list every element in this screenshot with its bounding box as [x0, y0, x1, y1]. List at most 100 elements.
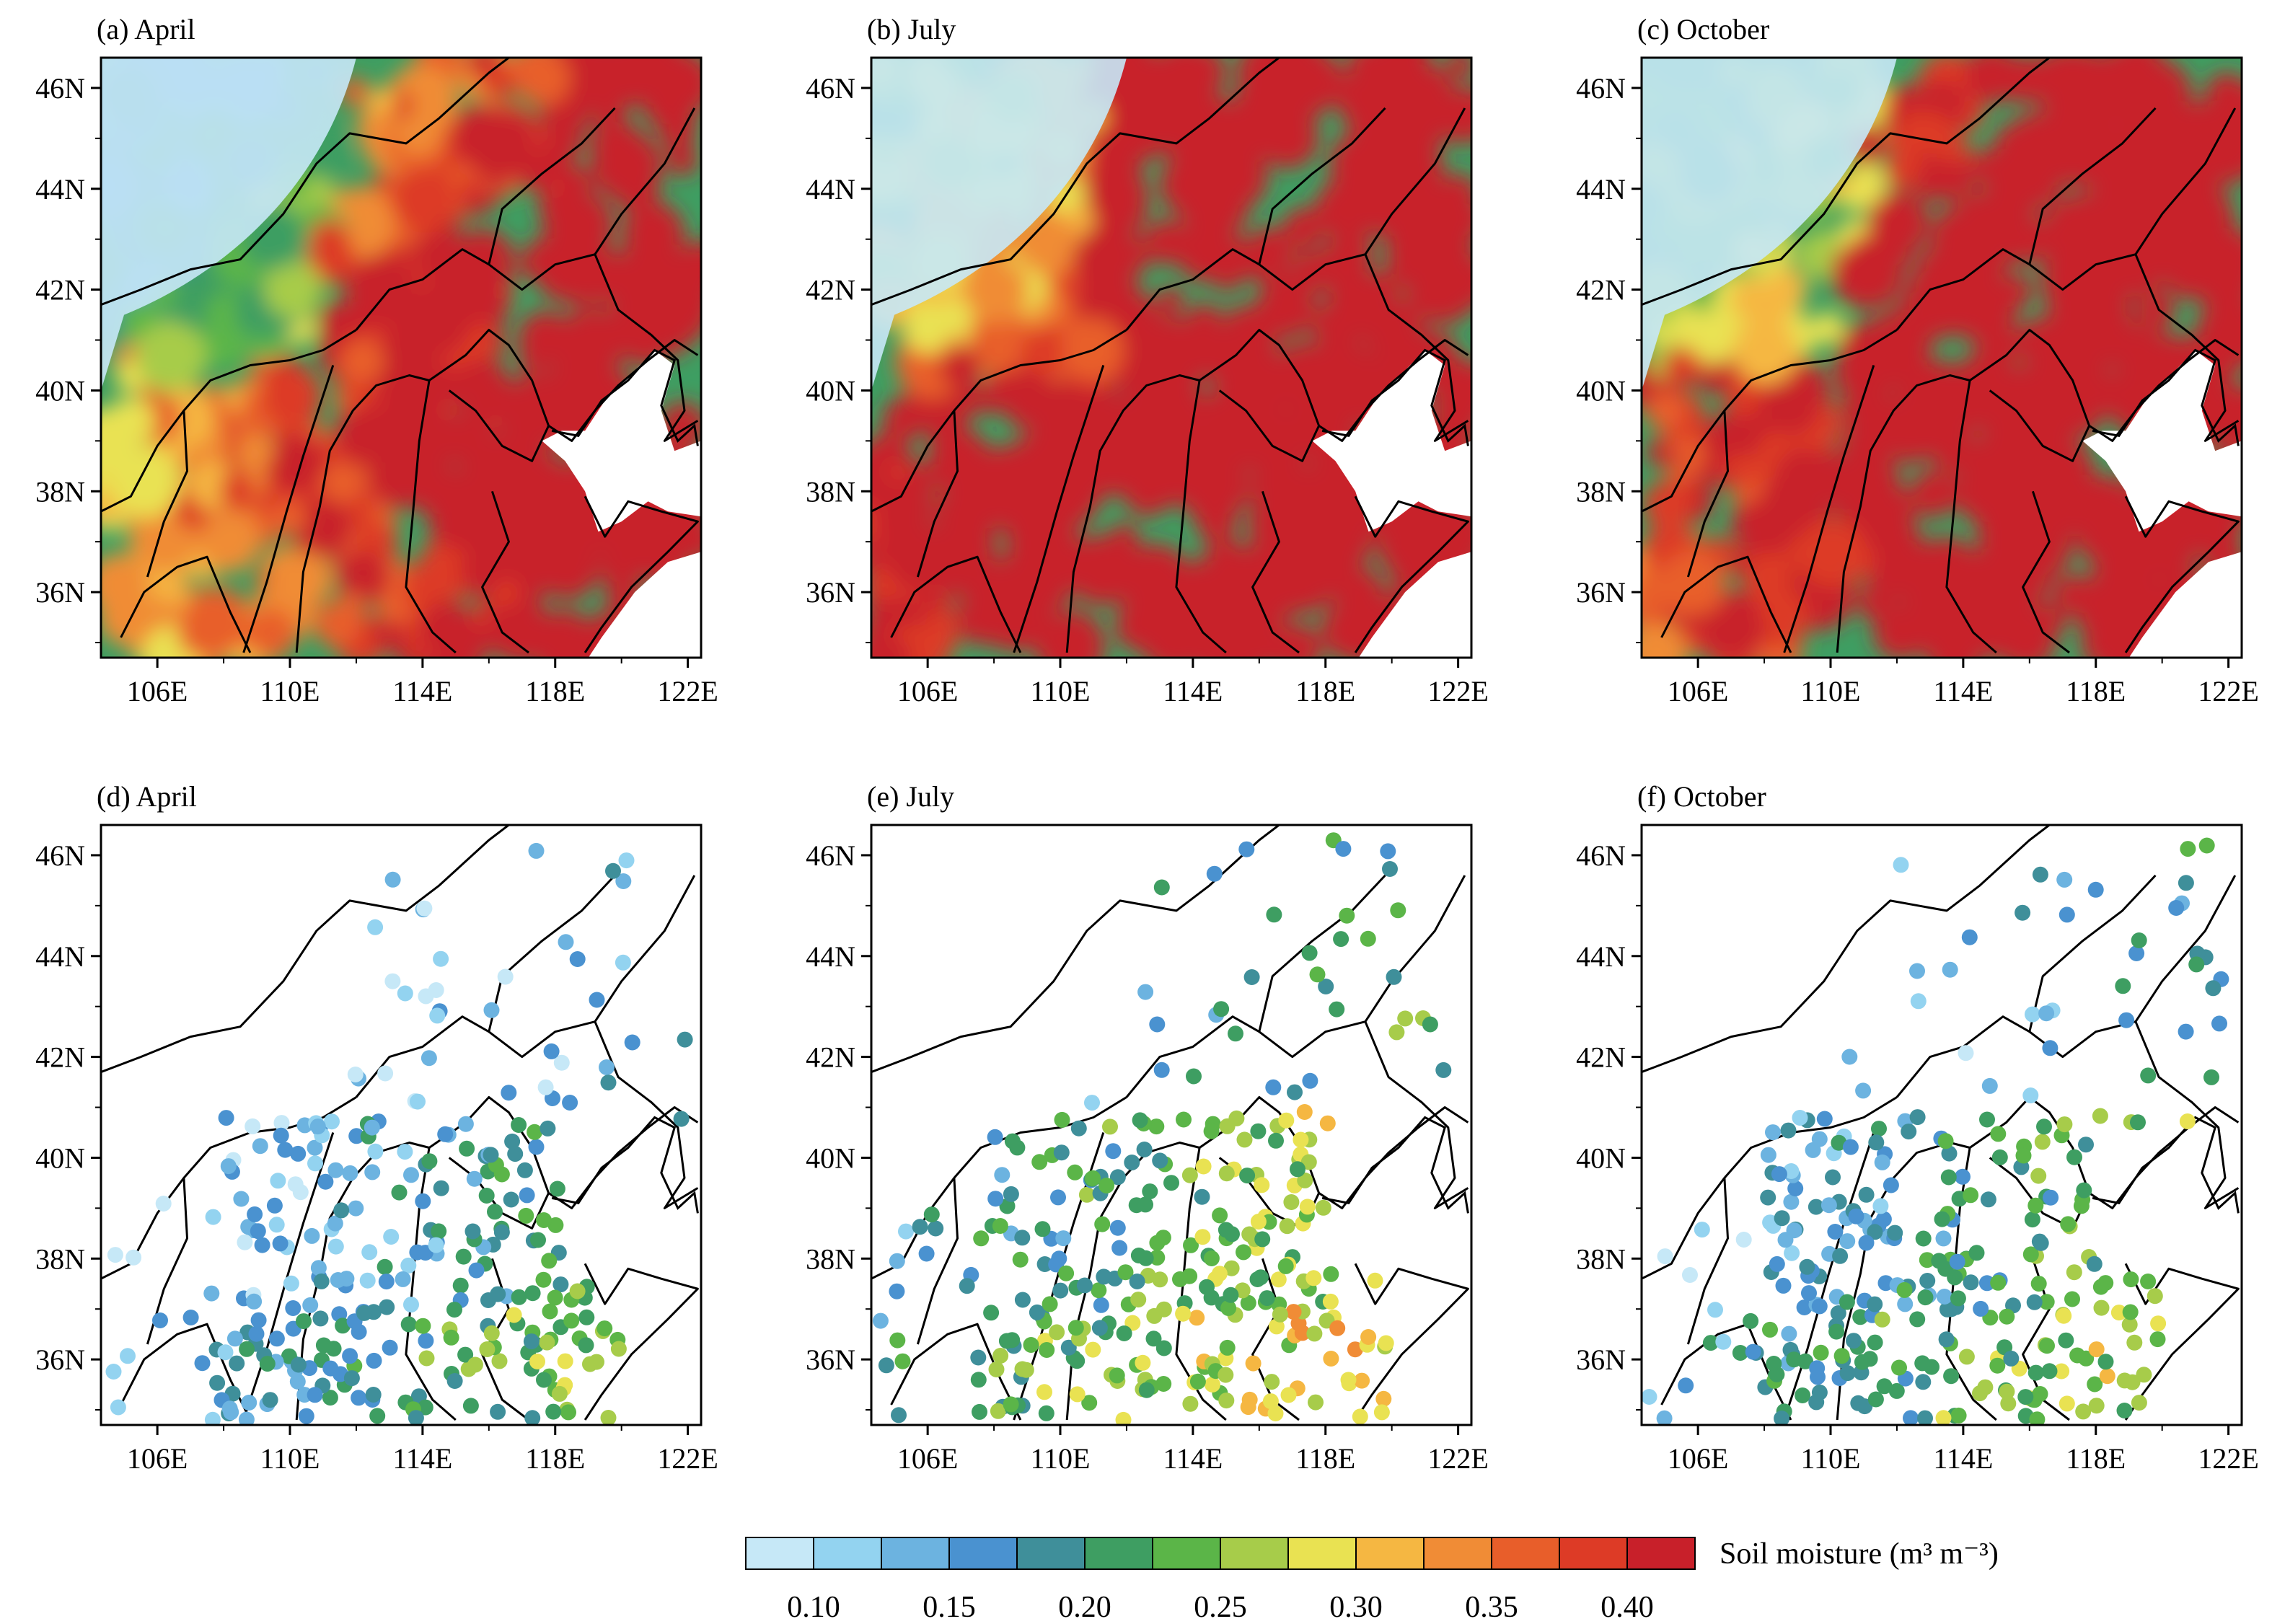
station-dot [999, 1198, 1016, 1214]
station-dot [518, 1207, 534, 1224]
station-dot [348, 1128, 365, 1144]
field-cell [480, 63, 516, 99]
border-line [1836, 374, 1971, 653]
lat-tick-label: 36N [806, 1343, 855, 1376]
field-cell [1724, 375, 1765, 416]
station-dot [600, 1074, 617, 1091]
field-cell [1910, 469, 1958, 518]
field-cell [1256, 518, 1292, 555]
border-line [1895, 107, 2237, 331]
lon-tick-label: 114E [1933, 675, 1993, 707]
station-dot [1039, 1342, 1055, 1358]
station-dot [889, 1332, 906, 1349]
station-dot [421, 1153, 438, 1170]
station-dot [1991, 1149, 2008, 1165]
station-dot [1883, 1177, 1899, 1193]
station-dot [2122, 1304, 2139, 1320]
station-dot [1842, 1139, 1859, 1155]
station-dot [1018, 1362, 1034, 1378]
station-dot [478, 1188, 495, 1204]
bohai-sea [1312, 350, 1471, 658]
field-cell [1034, 610, 1106, 658]
panel-a-title: (a) April [97, 13, 195, 45]
station-dot [524, 1410, 541, 1425]
field-cell [544, 608, 588, 652]
station-dot [2066, 1264, 2082, 1281]
station-dot [1280, 1387, 1297, 1403]
station-dot [2115, 978, 2131, 994]
border-line [1686, 410, 1729, 578]
station-dot [1265, 1079, 1282, 1095]
border-line [916, 410, 959, 578]
station-dot [1115, 1411, 1132, 1425]
station-dot [1935, 1230, 1952, 1247]
station-dot [2027, 1364, 2044, 1381]
field-cell [106, 397, 155, 446]
station-dot [238, 1411, 255, 1425]
colorbar-label: 0.25 [1194, 1591, 1247, 1624]
field-cell [2053, 250, 2115, 312]
station-dot [289, 1373, 306, 1390]
border-line [1642, 58, 2051, 306]
station-dot [290, 1356, 307, 1373]
station-dot [973, 1230, 990, 1247]
station-dot [283, 1275, 299, 1292]
lon-tick-label: 106E [127, 675, 188, 707]
station-dot [527, 1124, 543, 1140]
colorbar-swatch [948, 1537, 1018, 1570]
field-cell [1867, 191, 1930, 255]
station-dot [421, 1050, 437, 1067]
station-dot [209, 1374, 226, 1391]
station-dot [2131, 932, 2147, 948]
colorbar-swatch [813, 1537, 882, 1570]
station-dot [970, 1349, 987, 1366]
lat-tick-label: 42N [35, 274, 85, 306]
panel-e: (e) July 46N 44N 42N 40N 38N 36N 106E 110E 114E 1… [806, 780, 1489, 1475]
station-dot [1891, 1359, 1907, 1376]
station-dot [1871, 1121, 1887, 1137]
station-dot [972, 1403, 987, 1420]
station-dot [1315, 1199, 1331, 1216]
station-dot [1339, 907, 1355, 924]
colorbar-labels: 0.10 0.15 0.20 0.25 0.30 0.35 0.40 [787, 1591, 1654, 1624]
panel-f-title: (f) October [1637, 780, 1766, 813]
station-dot [403, 1167, 419, 1183]
station-dot [359, 1272, 376, 1289]
lon-tick-label: 106E [127, 1442, 188, 1475]
field-cell [1339, 622, 1370, 653]
field-cell [460, 549, 506, 594]
station-dot [1854, 1354, 1870, 1370]
station-dot [1262, 1393, 1279, 1410]
station-dot [1820, 1197, 1837, 1214]
station-dot [2086, 1255, 2103, 1272]
station-dot [523, 1333, 540, 1350]
panel-b: (b) July 46N 44N 42N 40N 38N 36N 106E 110E 114E 1… [806, 13, 1489, 707]
station-dot [367, 919, 384, 935]
station-dot [2121, 1316, 2138, 1333]
station-dot [673, 1111, 690, 1127]
lon-tick-label: 118E [1295, 675, 1355, 707]
station-dot [1250, 1123, 1267, 1139]
field-cell [1094, 393, 1153, 452]
station-dot [217, 1344, 234, 1361]
station-dot [400, 1257, 417, 1274]
station-dot [1888, 1382, 1905, 1399]
station-dot [545, 1403, 562, 1420]
coastline [2092, 1116, 2240, 1214]
station-dot [1980, 1191, 1996, 1208]
field-cell [1907, 386, 1966, 445]
station-dot [2034, 1134, 2051, 1150]
field-cell [1365, 138, 1408, 182]
station-dot [273, 1115, 290, 1131]
border-line [1258, 107, 1386, 265]
lon-tick-label: 118E [525, 1442, 585, 1475]
station-dot [327, 1162, 344, 1178]
station-dot [1060, 1339, 1077, 1356]
lon-tick-label: 110E [260, 675, 320, 707]
station-dot [1732, 1345, 1748, 1361]
field-cell [1874, 273, 1901, 300]
lat-tick-label: 46N [806, 839, 855, 872]
station-dot [364, 1164, 381, 1181]
field-cell [1210, 355, 1251, 395]
station-dot [1302, 1072, 1318, 1089]
